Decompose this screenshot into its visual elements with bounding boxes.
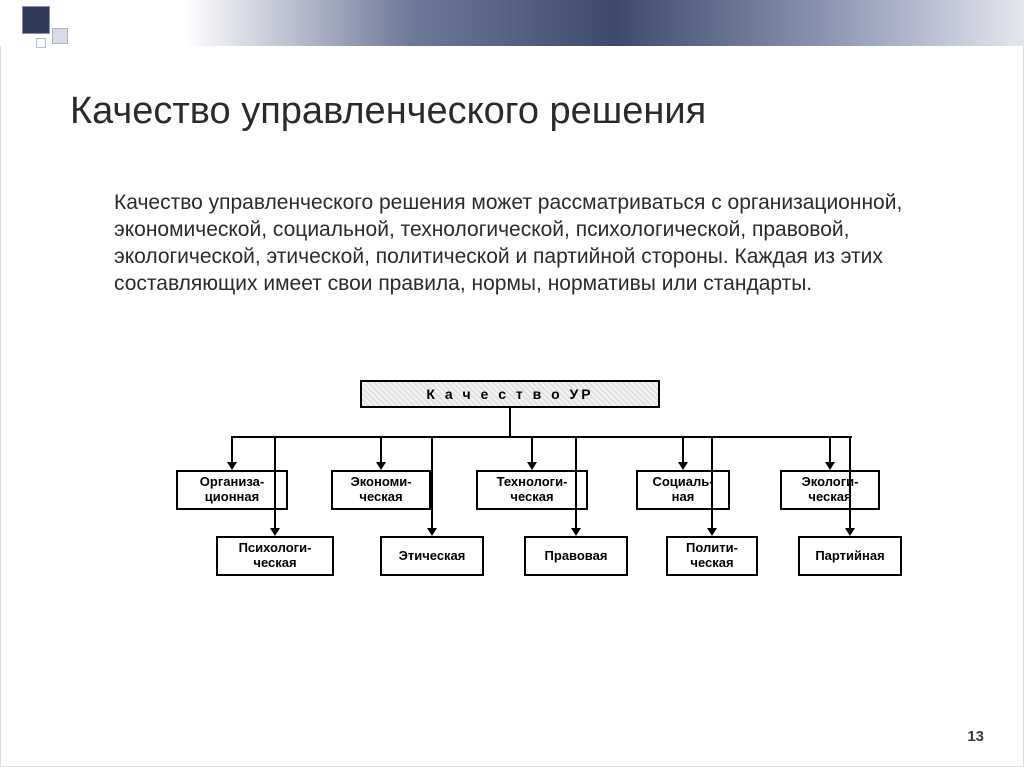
connector-line: [829, 436, 831, 462]
arrow-down-icon: [678, 462, 688, 470]
connector-line: [849, 436, 851, 528]
arrow-down-icon: [707, 528, 717, 536]
arrow-down-icon: [270, 528, 280, 536]
connector-line: [711, 436, 713, 528]
arrow-down-icon: [845, 528, 855, 536]
connector-line: [274, 436, 276, 528]
diagram-box: Экономи- ческая: [331, 470, 431, 510]
connector-line: [575, 436, 577, 528]
diagram-box: Технологи- ческая: [476, 470, 588, 510]
slide: Качество управленческого решения Качеств…: [0, 0, 1024, 767]
arrow-down-icon: [227, 462, 237, 470]
decorative-square-icon: [22, 6, 50, 34]
diagram-root-box: К а ч е с т в о УР: [360, 380, 660, 408]
slide-title: Качество управленческого решения: [70, 90, 706, 133]
diagram-box: Экологи- ческая: [780, 470, 880, 510]
connector-line: [380, 436, 382, 462]
connector-line: [509, 408, 511, 436]
connector-line: [431, 436, 433, 528]
connector-line: [682, 436, 684, 462]
diagram-box: Этическая: [380, 536, 484, 576]
diagram-box: Организа- ционная: [176, 470, 288, 510]
diagram-box: Партийная: [798, 536, 902, 576]
arrow-down-icon: [571, 528, 581, 536]
decorative-topbar: [0, 0, 1024, 46]
connector-line: [231, 436, 233, 462]
diagram-box: Социаль- ная: [636, 470, 730, 510]
connector-line: [531, 436, 533, 462]
page-number: 13: [967, 728, 984, 745]
arrow-down-icon: [825, 462, 835, 470]
diagram-box: Полити- ческая: [666, 536, 758, 576]
arrow-down-icon: [376, 462, 386, 470]
connector-bus: [232, 436, 852, 438]
decorative-square-icon: [36, 38, 46, 48]
slide-body-text: Качество управленческого решения может р…: [114, 190, 914, 298]
hierarchy-diagram: К а ч е с т в о УР Организа- ционная Экон…: [0, 380, 1024, 620]
diagram-box: Психологи- ческая: [216, 536, 334, 576]
arrow-down-icon: [427, 528, 437, 536]
decorative-square-icon: [52, 28, 68, 44]
arrow-down-icon: [527, 462, 537, 470]
diagram-box: Правовая: [524, 536, 628, 576]
